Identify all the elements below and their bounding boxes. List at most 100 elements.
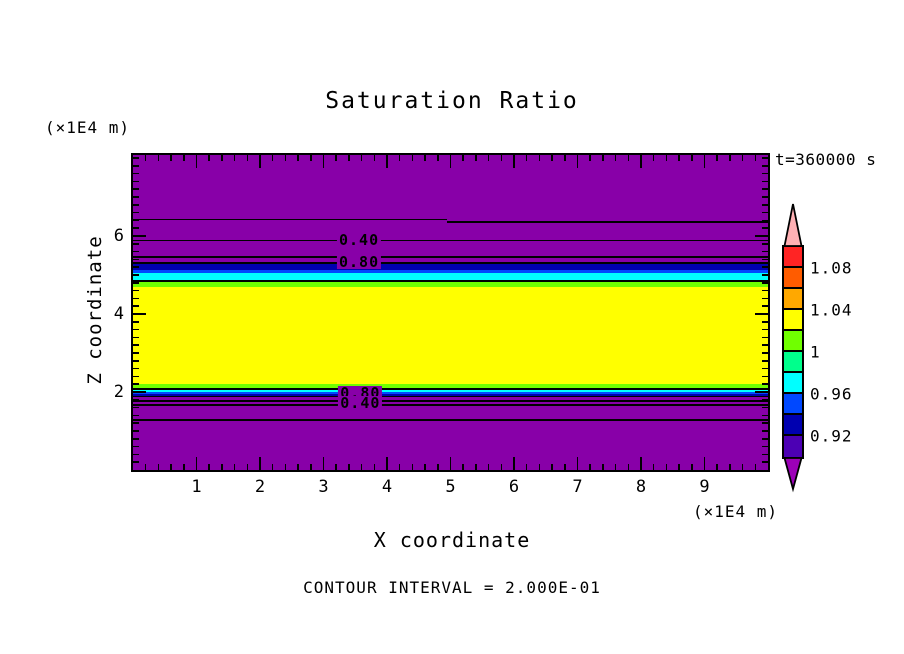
y-tick <box>762 188 768 190</box>
y-tick <box>133 375 139 378</box>
y-tick <box>133 188 139 190</box>
x-tick <box>640 457 642 470</box>
colorbar-tick-labels: 1.08 1.04 1 0.96 0.92 <box>810 247 890 457</box>
x-tick <box>449 457 452 470</box>
x-tick <box>398 464 401 470</box>
y-tick <box>762 172 768 175</box>
y-tick <box>755 391 768 393</box>
y-tick <box>762 227 768 229</box>
x-tick <box>183 155 185 161</box>
y-axis-tick-labels: 2 4 6 <box>84 155 124 470</box>
y-tick <box>762 196 768 198</box>
y-tick <box>762 297 768 300</box>
contour-band-yellow <box>133 287 768 384</box>
contour-line-0.80 <box>133 262 768 264</box>
x-tick <box>500 464 503 470</box>
x-tick <box>691 155 693 161</box>
x-tick <box>335 155 337 161</box>
x-tick <box>183 464 185 470</box>
time-annotation: t=360000 s <box>775 150 877 169</box>
contour-line-label: 0.40 <box>336 230 382 249</box>
colorbar-range-arrows <box>783 203 803 493</box>
x-tick <box>424 464 426 470</box>
x-tick <box>538 464 541 470</box>
x-tick <box>348 464 350 470</box>
y-tick-label: 2 <box>113 382 124 402</box>
x-tick <box>589 464 591 470</box>
y-tick <box>762 219 768 222</box>
x-tick <box>360 155 363 161</box>
colorbar-segment-navy <box>784 415 802 436</box>
x-tick <box>246 464 249 470</box>
y-tick <box>762 344 768 346</box>
x-tick <box>665 155 668 161</box>
colorbar-label: 1 <box>810 342 821 362</box>
x-tick <box>678 464 680 470</box>
y-tick <box>133 157 139 159</box>
y-tick <box>133 172 139 175</box>
x-tick <box>335 464 337 470</box>
y-tick <box>133 235 146 237</box>
y-tick <box>762 336 768 339</box>
x-tick <box>360 464 363 470</box>
contour-band-blue <box>133 269 768 274</box>
x-tick <box>386 155 388 168</box>
y-tick-label: 6 <box>113 226 124 246</box>
y-tick <box>133 422 139 424</box>
contour-band-navy <box>133 264 768 270</box>
y-tick <box>762 211 768 214</box>
x-tick <box>614 464 617 470</box>
x-tick <box>284 464 287 470</box>
y-tick <box>133 406 139 409</box>
x-tick <box>678 155 680 161</box>
y-tick <box>133 328 139 331</box>
contour-line-label: 0.80 <box>336 253 382 272</box>
y-tick <box>133 430 139 432</box>
x-tick <box>271 155 274 161</box>
x-tick <box>195 155 198 168</box>
x-tick <box>627 464 630 470</box>
y-tick <box>762 367 768 370</box>
y-tick <box>133 211 139 214</box>
x-tick <box>602 464 604 470</box>
x-tick <box>259 155 261 168</box>
colorbar-label: 0.92 <box>810 426 853 446</box>
y-tick <box>762 282 768 284</box>
x-axis-title: X coordinate <box>373 528 531 552</box>
x-tick <box>157 155 160 161</box>
colorbar-under-arrow-icon <box>783 457 803 493</box>
y-tick <box>762 445 768 448</box>
contour-line-0.60 <box>133 400 768 402</box>
x-tick <box>691 464 693 470</box>
x-tick <box>513 457 515 470</box>
x-tick-label: 5 <box>445 477 456 497</box>
x-tick-label: 9 <box>699 477 710 497</box>
x-tick <box>462 155 464 161</box>
contour-line-1.00 <box>133 280 768 282</box>
contour-plot-canvas: 0.40 0.80 0.80 0.40 <box>131 153 770 472</box>
x-tick <box>233 155 236 161</box>
colorbar-label: 0.96 <box>810 384 853 404</box>
x-tick <box>652 464 655 470</box>
x-tick <box>373 464 376 470</box>
x-tick <box>195 457 198 470</box>
x-tick-label: 6 <box>508 477 520 497</box>
y-tick <box>133 352 139 354</box>
y-tick <box>133 344 139 346</box>
y-tick <box>133 313 146 315</box>
y-tick <box>133 453 139 456</box>
contour-line-label: 0.40 <box>338 393 383 412</box>
contour-line-0.20 <box>446 221 768 223</box>
colorbar-over-arrow-icon <box>783 203 803 247</box>
x-tick <box>716 155 718 161</box>
contour-line-0.20 <box>133 218 447 221</box>
x-tick <box>322 457 325 470</box>
x-tick <box>386 457 388 470</box>
y-tick <box>762 305 768 307</box>
x-tick <box>259 457 261 470</box>
x-tick <box>564 464 566 470</box>
x-tick-label: 2 <box>254 477 266 497</box>
y-tick <box>762 157 768 159</box>
x-tick <box>475 464 477 470</box>
